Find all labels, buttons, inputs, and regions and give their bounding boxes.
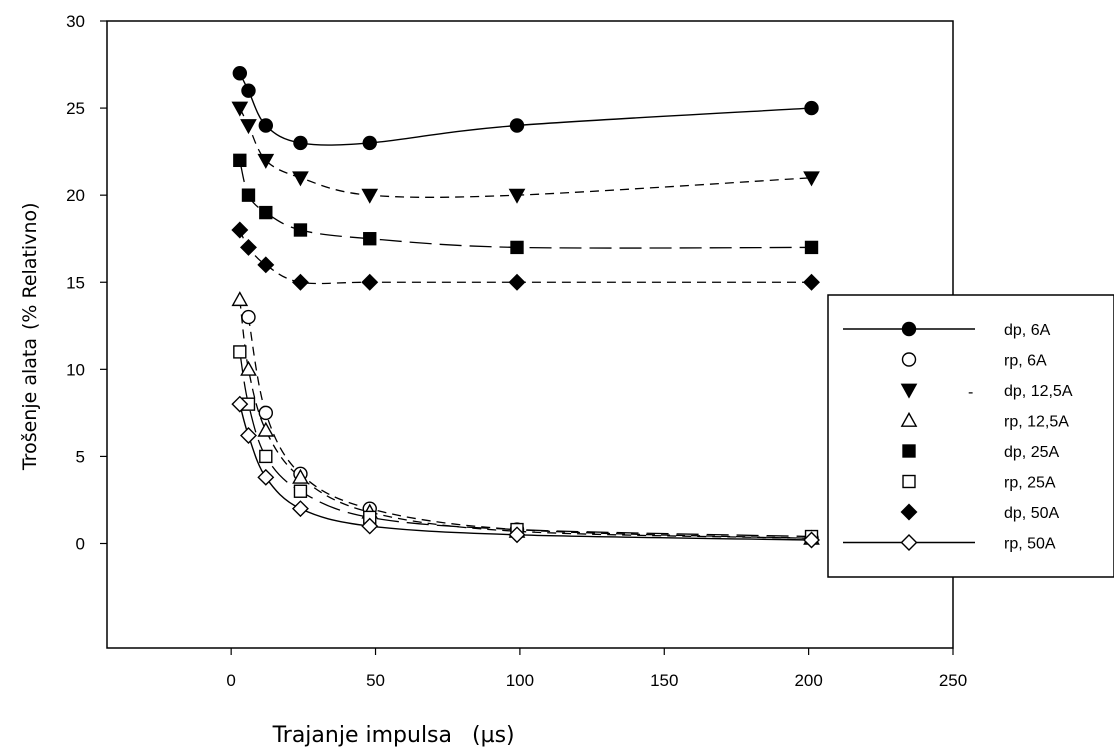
- y-tick-label: 25: [66, 99, 85, 118]
- y-tick-label: 30: [66, 12, 85, 31]
- data-point: [259, 205, 273, 220]
- data-point: [804, 240, 819, 255]
- legend-label: dp, 25A: [1004, 444, 1059, 461]
- data-point: [259, 449, 273, 464]
- data-point: [240, 238, 257, 256]
- x-axis-unit: (µs): [472, 723, 515, 748]
- data-point: [291, 500, 309, 518]
- legend-marker: [900, 503, 918, 521]
- y-tick-label: 20: [66, 186, 85, 205]
- y-tick-label: 5: [76, 447, 85, 466]
- series-line: [239, 351, 812, 538]
- data-point: [293, 484, 308, 498]
- x-tick-label: 200: [794, 671, 822, 690]
- data-point: [231, 395, 249, 413]
- legend-label: rp, 12,5A: [1004, 414, 1069, 431]
- y-axis-ticks: 0 5 10 15 20 25 30: [66, 12, 107, 554]
- series-line: [247, 316, 812, 539]
- legend-marker: [900, 411, 918, 427]
- data-point: [508, 526, 526, 544]
- data-point: [362, 135, 377, 151]
- series-markers: [231, 66, 820, 549]
- data-point: [508, 188, 526, 204]
- data-point: [231, 101, 249, 117]
- x-tick-label: 100: [506, 671, 534, 690]
- data-point: [240, 360, 257, 376]
- series-line: [239, 72, 812, 146]
- y-tick-label: 10: [66, 360, 85, 379]
- y-axis-unit: (% Relativno): [19, 202, 41, 330]
- data-point: [232, 66, 248, 81]
- data-point: [361, 273, 379, 291]
- x-tick-label: 0: [226, 671, 235, 690]
- data-point: [240, 427, 257, 444]
- data-point: [241, 83, 256, 98]
- legend-marker: [901, 352, 917, 367]
- data-point: [258, 118, 274, 133]
- legend: - dp, 6A rp, 6A dp, 12,5A rp, 12,5A dp, 25A r…: [827, 294, 1114, 578]
- legend-box: [827, 294, 1114, 578]
- data-point: [361, 188, 379, 204]
- data-point: [292, 171, 309, 187]
- legend-label: rp, 6A: [1004, 353, 1047, 370]
- x-tick-label: 50: [366, 671, 385, 690]
- data-point: [292, 468, 309, 484]
- data-point: [803, 531, 820, 549]
- legend-stray-mark: -: [968, 384, 973, 401]
- legend-label: dp, 12,5A: [1004, 383, 1073, 400]
- data-point: [509, 118, 525, 133]
- legend-marker: [902, 474, 916, 489]
- series-line: [239, 403, 812, 541]
- series-lines: [239, 72, 812, 541]
- x-tick-label: 250: [939, 671, 967, 690]
- data-point: [508, 273, 526, 291]
- data-point: [361, 517, 379, 535]
- data-point: [241, 309, 256, 325]
- series-line: [239, 107, 812, 198]
- data-point: [363, 232, 377, 246]
- data-point: [804, 100, 819, 116]
- legend-marker: [902, 444, 916, 458]
- data-point: [257, 421, 275, 437]
- data-point: [510, 240, 524, 255]
- legend-marker: [900, 534, 918, 551]
- data-point: [240, 119, 257, 135]
- data-point: [291, 273, 309, 291]
- data-point: [233, 345, 247, 359]
- data-point: [257, 468, 275, 486]
- data-point: [241, 188, 256, 202]
- x-axis-ticks: 0 50 100 150 200 250: [226, 648, 967, 690]
- data-point: [803, 171, 820, 187]
- data-point: [293, 135, 308, 151]
- data-point: [257, 153, 275, 169]
- data-point: [231, 221, 249, 239]
- x-tick-label: 150: [650, 671, 678, 690]
- data-point: [233, 153, 247, 168]
- data-point: [231, 291, 249, 307]
- series-line: [239, 160, 812, 249]
- legend-label: rp, 50A: [1004, 536, 1056, 553]
- series-line: [239, 229, 812, 285]
- data-point: [257, 256, 275, 274]
- x-axis-title: Trajanje impulsa (µs): [272, 723, 515, 748]
- data-point: [293, 223, 308, 237]
- legend-label: rp, 25A: [1004, 475, 1056, 492]
- data-point: [803, 273, 820, 291]
- legend-marker: [901, 321, 917, 337]
- legend-marker: [900, 383, 918, 399]
- y-tick-label: 15: [66, 273, 85, 292]
- plot-frame: [106, 20, 954, 649]
- plot-area: [106, 20, 954, 649]
- legend-label: dp, 50A: [1004, 505, 1059, 522]
- y-axis-title: Trošenje alata (% Relativno): [19, 202, 41, 471]
- y-tick-label: 0: [76, 535, 85, 554]
- series-line: [239, 299, 812, 539]
- legend-label: dp, 6A: [1004, 322, 1051, 339]
- data-point: [258, 405, 274, 421]
- x-axis-label: Trajanje impulsa: [272, 723, 452, 748]
- y-axis-label: Trošenje alata: [19, 338, 41, 471]
